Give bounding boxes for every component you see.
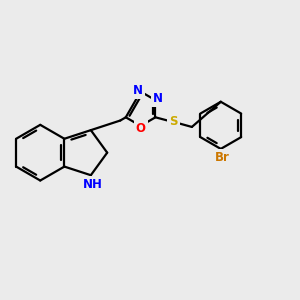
Text: S: S <box>169 115 178 128</box>
Text: NH: NH <box>82 178 102 191</box>
Text: Br: Br <box>215 151 230 164</box>
Text: N: N <box>133 83 143 97</box>
Text: O: O <box>136 122 146 135</box>
Text: N: N <box>153 92 163 105</box>
